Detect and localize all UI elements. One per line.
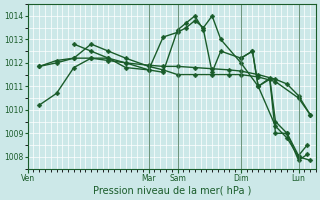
X-axis label: Pression niveau de la mer( hPa ): Pression niveau de la mer( hPa ) <box>92 186 251 196</box>
